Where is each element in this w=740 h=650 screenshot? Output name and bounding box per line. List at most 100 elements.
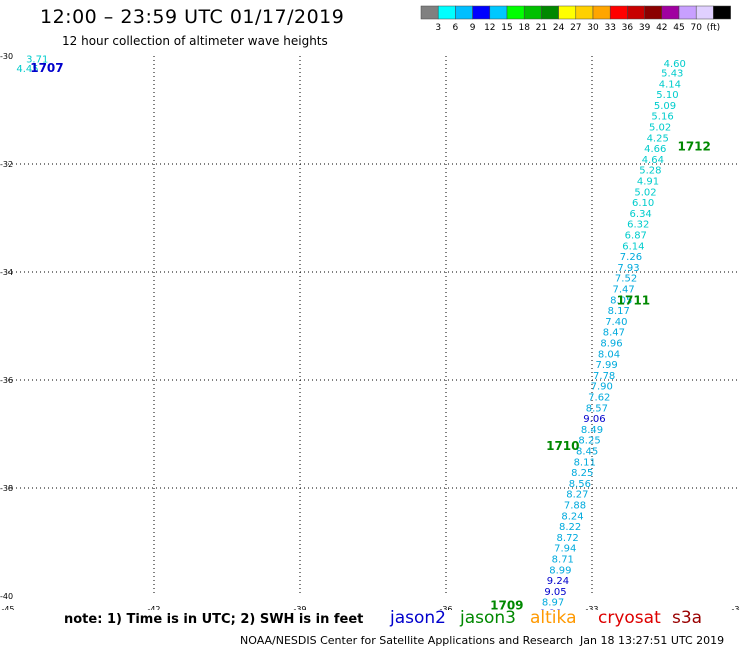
legend-cryosat: cryosat (598, 608, 661, 628)
color-legend: 3 6 9 12 15 18 21 24 27 30 33 36 39 42 45 70 (ft) (420, 5, 731, 33)
swh-value: 6.34 (630, 209, 652, 220)
y-tick-label: -32 (0, 160, 13, 169)
swh-value: 8.25 (578, 436, 600, 447)
x-tick-label: -33 (585, 605, 598, 610)
time-label: 1711 (617, 293, 650, 307)
swh-value: 3.71 (26, 54, 48, 65)
swh-value: 8.24 (561, 511, 583, 522)
swh-value: 8.22 (559, 522, 581, 533)
y-tick-label: -38 (0, 484, 13, 493)
swh-value: 7.52 (615, 274, 637, 285)
swh-value: 4.60 (664, 59, 686, 70)
time-label: 1707 (30, 61, 63, 75)
swh-value: 8.27 (566, 490, 588, 501)
swh-value: 8.71 (552, 555, 574, 566)
swh-value: 7.93 (617, 263, 639, 274)
swh-value: 6.14 (622, 241, 644, 252)
time-label: 1709 (490, 599, 523, 611)
legend-jason3: jason3 (460, 608, 516, 628)
y-tick-label: -40 (0, 592, 13, 601)
swh-value: 9.28 (540, 609, 562, 610)
swh-value: 6.10 (632, 198, 654, 209)
legend-jason2: jason2 (390, 608, 446, 628)
x-tick-label: -39 (293, 605, 306, 610)
x-tick-label: -42 (147, 605, 160, 610)
colorbar-label: 30 (587, 23, 599, 33)
legend-s3a: s3a (672, 608, 703, 628)
colorbar-label: 3 (435, 23, 441, 33)
colorbar-label: 36 (622, 23, 634, 33)
swh-value: 5.28 (639, 166, 661, 177)
swh-value: 7.26 (620, 252, 642, 263)
swh-value: 5.02 (649, 123, 671, 134)
swh-value: 6.87 (625, 231, 647, 242)
time-label: 1712 (677, 140, 710, 154)
swh-value: 9.06 (583, 414, 605, 425)
x-tick-label: -36 (439, 605, 452, 610)
y-tick-label: -34 (0, 268, 13, 277)
y-tick-label: -30 (0, 52, 13, 61)
colorbar-label: (ft) (707, 23, 721, 33)
swh-value: 8.49 (581, 425, 603, 436)
colorbar-label: 9 (470, 23, 476, 33)
swh-value: 8.72 (557, 533, 579, 544)
swh-value: 8.47 (603, 328, 625, 339)
swh-value: 7.78 (593, 371, 615, 382)
swh-value: 8.57 (586, 403, 608, 414)
swh-value: 8.56 (569, 479, 591, 490)
swh-value: 8.97 (542, 598, 564, 609)
y-tick-label: -36 (0, 376, 13, 385)
page-title: 12:00 – 23:59 UTC 01/17/2019 (40, 6, 345, 28)
swh-value: 8.25 (571, 468, 593, 479)
colorbar-label: 45 (673, 23, 684, 33)
swh-value: 5.43 (661, 69, 683, 80)
footer-timestamp: Jan 18 13:27:51 UTC 2019 (580, 634, 725, 647)
swh-value: 4.14 (659, 79, 681, 90)
swh-value: 4.66 (644, 144, 666, 155)
swh-value: 7.47 (613, 285, 635, 296)
swh-value: 4.91 (637, 177, 659, 188)
swh-value: 5.02 (634, 187, 656, 198)
swh-value: 6.32 (627, 220, 649, 231)
x-tick-label: -45 (1, 605, 14, 610)
swh-value: 7.62 (588, 393, 610, 404)
swh-value: 5.16 (651, 112, 673, 123)
swh-value: 8.45 (576, 447, 598, 458)
colorbar-label: 42 (656, 23, 667, 33)
swh-value: 4.45 (16, 64, 38, 75)
colorbar-label: 18 (518, 23, 530, 33)
colorbar-label: 33 (604, 23, 615, 33)
time-label: 1710 (546, 439, 579, 453)
colorbar-label: 27 (570, 23, 581, 33)
swh-value: 9.05 (544, 587, 566, 598)
swh-value: 7.40 (605, 317, 627, 328)
colorbar-label: 24 (553, 23, 565, 33)
swh-value: 7.99 (595, 360, 617, 371)
colorbar-swatch (713, 5, 731, 20)
colorbar-label: 15 (501, 23, 512, 33)
swh-value: 4.25 (647, 133, 669, 144)
colorbar-label: 6 (453, 23, 459, 33)
time-label: 1708 (485, 609, 518, 610)
swh-value: 8.05 (610, 295, 632, 306)
legend-altika: altika (530, 608, 577, 628)
swh-value: 7.88 (564, 501, 586, 512)
note-text: note: 1) Time is in UTC; 2) SWH is in fe… (64, 612, 364, 627)
swh-value: 5.09 (654, 101, 676, 112)
x-tick-label: -30 (731, 605, 740, 610)
swh-value: 8.04 (598, 349, 620, 360)
colorbar-label: 39 (639, 23, 651, 33)
colorbar-label: 12 (484, 23, 495, 33)
swh-value: 8.96 (600, 339, 622, 350)
colorbar-label: 70 (690, 23, 702, 33)
swh-value: 7.94 (554, 544, 576, 555)
page-subtitle: 12 hour collection of altimeter wave hei… (62, 34, 328, 48)
swh-value: 5.10 (656, 90, 678, 101)
swh-value: 8.17 (608, 306, 630, 317)
wave-height-map: -30 -32 -34 -36 -38 -40 -45 -42 -39 -36 -33 -30 3.71… (0, 52, 740, 611)
swh-value: 9.24 (547, 576, 569, 587)
swh-value: 8.11 (574, 457, 596, 468)
footer-credit: NOAA/NESDIS Center for Satellite Applica… (240, 634, 574, 647)
colorbar-label: 21 (536, 23, 547, 33)
swh-value: 4.64 (642, 155, 664, 166)
